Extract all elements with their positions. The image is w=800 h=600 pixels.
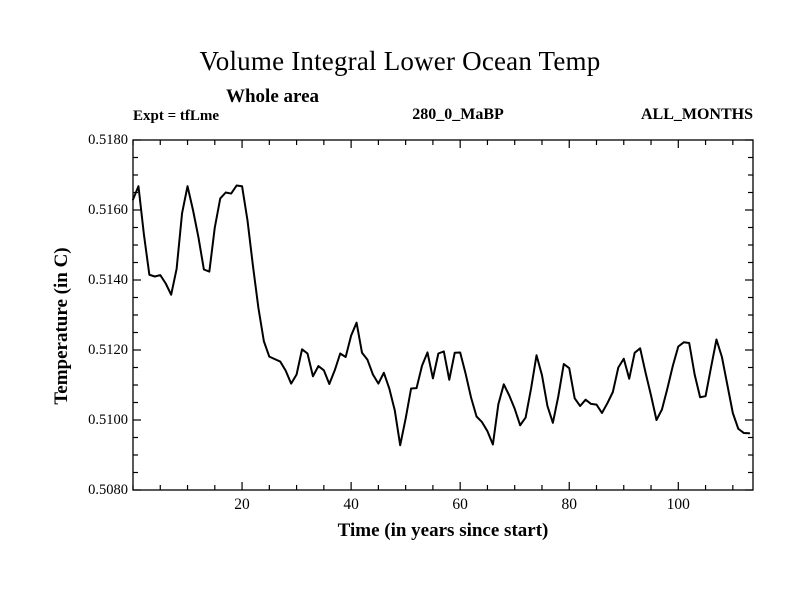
x-axis-tick-label: 40 bbox=[343, 496, 359, 513]
x-axis-tick-label: 80 bbox=[561, 496, 577, 513]
header-experiment-label: Expt = tfLme bbox=[133, 108, 220, 124]
chart-subtitle: Whole area bbox=[225, 86, 320, 107]
y-axis-tick-label: 0.5160 bbox=[88, 202, 128, 218]
y-axis-tick-labels: 0.5080 0.5100 0.5120 0.5140 0.5160 0.5180 bbox=[60, 0, 128, 600]
y-axis-tick-label: 0.5080 bbox=[88, 482, 128, 498]
y-axis-tick-label: 0.5180 bbox=[88, 132, 128, 148]
header-epoch-label: 280_0_MaBP bbox=[412, 106, 504, 123]
x-axis-tick-label: 20 bbox=[234, 496, 250, 513]
y-axis-tick-label: 0.5140 bbox=[88, 272, 128, 288]
chart-title: Volume Integral Lower Ocean Temp bbox=[199, 46, 601, 76]
y-axis-tick-label: 0.5120 bbox=[88, 342, 128, 358]
x-axis-tick-label: 100 bbox=[666, 496, 690, 513]
header-months-label: ALL_MONTHS bbox=[640, 106, 753, 123]
y-axis-tick-label: 0.5100 bbox=[88, 412, 128, 428]
x-axis-tick-label: 60 bbox=[452, 496, 468, 513]
data-series-group bbox=[132, 184, 751, 447]
x-axis-title: Time (in years since start) bbox=[337, 520, 549, 541]
axis-ticks bbox=[132, 139, 753, 491]
